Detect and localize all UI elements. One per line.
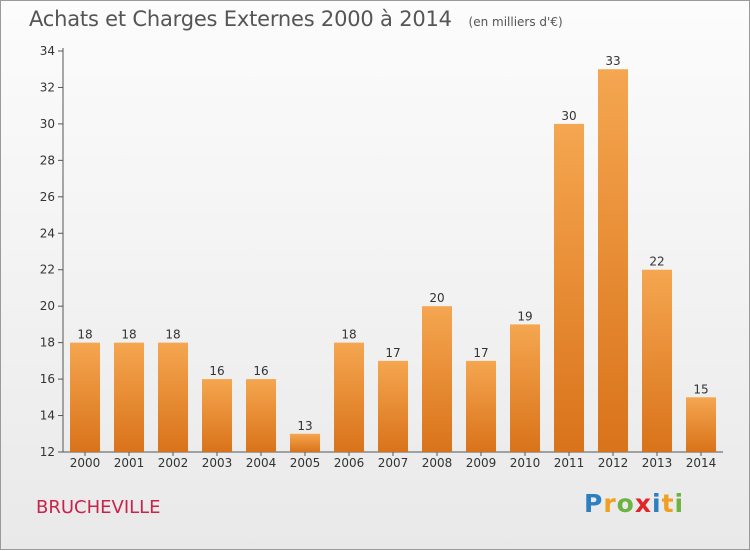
proxiti-logo: Proxiti <box>584 489 684 518</box>
bar <box>114 342 144 452</box>
logo-letter: o <box>616 489 635 518</box>
x-tick-label: 2008 <box>422 456 453 470</box>
y-tick-label: 34 <box>40 44 55 58</box>
place-label: BRUCHEVILLE <box>36 497 161 518</box>
y-tick-label: 22 <box>40 263 55 277</box>
logo-letter: r <box>603 489 617 518</box>
bar <box>246 379 276 452</box>
bar-value-label: 16 <box>253 364 268 378</box>
x-tick-label: 2001 <box>114 456 145 470</box>
logo-letter: t <box>661 489 675 518</box>
bar-value-label: 15 <box>693 382 708 396</box>
bar-value-label: 13 <box>297 419 312 433</box>
bar <box>554 123 584 452</box>
chart-subtitle: (en milliers d'€) <box>468 15 563 29</box>
x-tick-label: 2013 <box>642 456 673 470</box>
chart-title-text: Achats et Charges Externes 2000 à 2014 <box>29 7 452 31</box>
logo-letter: x <box>634 489 652 518</box>
bar <box>202 379 232 452</box>
bar <box>686 397 716 452</box>
bar <box>422 306 452 452</box>
x-tick-label: 2009 <box>466 456 497 470</box>
chart-title: Achats et Charges Externes 2000 à 2014 (… <box>29 7 563 31</box>
bar-value-label: 18 <box>121 328 136 342</box>
bar-value-label: 33 <box>605 54 620 68</box>
x-tick-label: 2010 <box>510 456 541 470</box>
x-tick-label: 2012 <box>598 456 629 470</box>
y-tick-label: 16 <box>40 372 55 386</box>
bar <box>70 342 100 452</box>
x-tick-label: 2003 <box>202 456 233 470</box>
x-tick-label: 2000 <box>70 456 101 470</box>
bar <box>510 324 540 452</box>
bar-value-label: 18 <box>341 328 356 342</box>
bar <box>378 360 408 452</box>
bar <box>642 269 672 452</box>
x-tick-label: 2007 <box>378 456 409 470</box>
y-tick-label: 32 <box>40 80 55 94</box>
y-tick-label: 24 <box>40 226 55 240</box>
x-tick-label: 2006 <box>334 456 365 470</box>
bar <box>466 360 496 452</box>
bar-value-label: 20 <box>429 291 444 305</box>
bar-value-label: 16 <box>209 364 224 378</box>
y-tick-label: 12 <box>40 445 55 459</box>
bar-value-label: 22 <box>649 255 664 269</box>
logo-letter: P <box>584 489 604 518</box>
bar <box>158 342 188 452</box>
bar-value-label: 30 <box>561 109 576 123</box>
bar <box>290 433 320 452</box>
x-tick-label: 2002 <box>158 456 189 470</box>
y-tick-label: 20 <box>40 299 55 313</box>
x-tick-label: 2004 <box>246 456 277 470</box>
logo-letter: i <box>674 489 685 518</box>
y-tick-label: 14 <box>40 409 55 423</box>
y-tick-label: 18 <box>40 336 55 350</box>
y-tick-label: 30 <box>40 117 55 131</box>
x-tick-label: 2014 <box>686 456 717 470</box>
logo-letter: i <box>652 489 662 518</box>
y-tick-label: 26 <box>40 190 55 204</box>
bar-value-label: 17 <box>473 346 488 360</box>
bar-value-label: 19 <box>517 309 532 323</box>
x-tick-label: 2011 <box>554 456 585 470</box>
bar <box>334 342 364 452</box>
x-tick-label: 2005 <box>290 456 321 470</box>
bar-value-label: 18 <box>77 328 92 342</box>
bar-value-label: 17 <box>385 346 400 360</box>
y-tick-label: 28 <box>40 153 55 167</box>
bar-value-label: 18 <box>165 328 180 342</box>
bar <box>598 69 628 453</box>
